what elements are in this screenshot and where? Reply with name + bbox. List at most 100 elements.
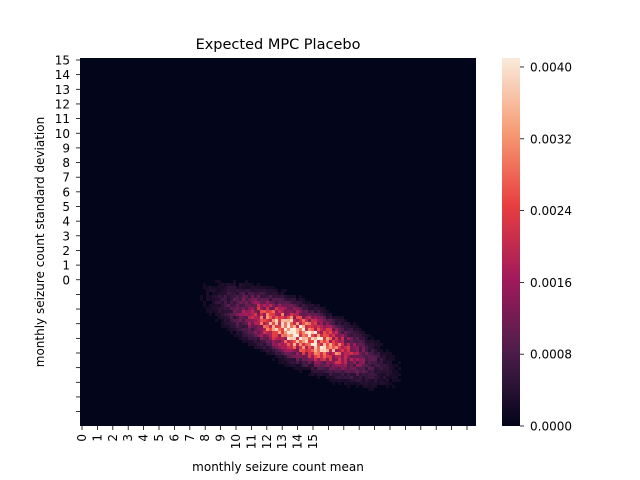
- heatmap-cell: [353, 340, 356, 343]
- heatmap-cell: [281, 292, 284, 295]
- heatmap-cell: [296, 310, 299, 313]
- heatmap-cell: [242, 316, 245, 319]
- heatmap-cell: [389, 364, 392, 367]
- heatmap-cell: [368, 370, 371, 373]
- heatmap-cell: [266, 286, 269, 289]
- heatmap-cell: [293, 364, 296, 367]
- heatmap-cell: [251, 286, 254, 289]
- heatmap-cell: [359, 346, 362, 349]
- x-tick-label: 4: [137, 434, 151, 442]
- heatmap-cell: [293, 331, 296, 334]
- heatmap-cell: [248, 301, 251, 304]
- heatmap-cell: [317, 370, 320, 373]
- x-tick-label: 13: [275, 434, 289, 449]
- heatmap-cell: [272, 337, 275, 340]
- heatmap-cell: [347, 328, 350, 331]
- heatmap-cell: [389, 382, 392, 385]
- heatmap-cell: [332, 316, 335, 319]
- heatmap-cell: [398, 379, 401, 382]
- heatmap-cell: [272, 298, 275, 301]
- heatmap-cell: [377, 361, 380, 364]
- heatmap-cell: [311, 316, 314, 319]
- heatmap-cell: [371, 373, 374, 376]
- heatmap-cell: [212, 295, 215, 298]
- heatmap-cell: [233, 280, 236, 283]
- heatmap-cell: [356, 340, 359, 343]
- heatmap-cell: [344, 340, 347, 343]
- heatmap-cell: [296, 328, 299, 331]
- heatmap-cell: [281, 340, 284, 343]
- heatmap-cell: [362, 352, 365, 355]
- heatmap-cell: [296, 301, 299, 304]
- heatmap-cell: [269, 319, 272, 322]
- heatmap-cell: [266, 349, 269, 352]
- heatmap-cell: [224, 289, 227, 292]
- heatmap-cell: [284, 304, 287, 307]
- heatmap-cell: [275, 307, 278, 310]
- heatmap-cell: [299, 343, 302, 346]
- heatmap-cell: [338, 325, 341, 328]
- heatmap-cell: [305, 346, 308, 349]
- heatmap-cell: [239, 325, 242, 328]
- heatmap-cell: [365, 382, 368, 385]
- heatmap-cell: [332, 361, 335, 364]
- heatmap-cell: [356, 346, 359, 349]
- heatmap-cell: [254, 319, 257, 322]
- heatmap-cell: [314, 334, 317, 337]
- heatmap-cell: [233, 298, 236, 301]
- heatmap-cell: [254, 343, 257, 346]
- heatmap-cell: [224, 313, 227, 316]
- heatmap-cell: [320, 355, 323, 358]
- heatmap-cell: [320, 367, 323, 370]
- heatmap-cell: [317, 334, 320, 337]
- heatmap-cell: [350, 334, 353, 337]
- heatmap-cell: [257, 295, 260, 298]
- heatmap-cell: [293, 298, 296, 301]
- heatmap-cell: [215, 304, 218, 307]
- heatmap-cell: [281, 355, 284, 358]
- heatmap-cell: [305, 310, 308, 313]
- heatmap-cell: [308, 355, 311, 358]
- heatmap-cell: [242, 337, 245, 340]
- heatmap-cell: [383, 373, 386, 376]
- heatmap-cell: [245, 280, 248, 283]
- heatmap-cell: [287, 334, 290, 337]
- heatmap-cell: [353, 358, 356, 361]
- heatmap-cell: [371, 346, 374, 349]
- heatmap-cell: [221, 313, 224, 316]
- heatmap-cell: [263, 322, 266, 325]
- heatmap-cell: [341, 367, 344, 370]
- heatmap-cell: [209, 295, 212, 298]
- heatmap-cell: [290, 331, 293, 334]
- heatmap-cell: [335, 367, 338, 370]
- heatmap-cell: [239, 289, 242, 292]
- heatmap-cell: [254, 289, 257, 292]
- heatmap-cell: [314, 304, 317, 307]
- heatmap-cell: [257, 325, 260, 328]
- heatmap-cell: [329, 352, 332, 355]
- heatmap-cell: [278, 295, 281, 298]
- y-tick-label: 11: [55, 112, 70, 126]
- heatmap-cell: [242, 298, 245, 301]
- x-tick-label: 6: [167, 434, 181, 442]
- heatmap-cell: [386, 367, 389, 370]
- heatmap-cell: [311, 307, 314, 310]
- heatmap-cell: [254, 328, 257, 331]
- heatmap-cell: [341, 373, 344, 376]
- heatmap-cell: [209, 304, 212, 307]
- heatmap-cell: [389, 367, 392, 370]
- heatmap-cell: [293, 367, 296, 370]
- heatmap-cell: [269, 352, 272, 355]
- heatmap-cell: [389, 361, 392, 364]
- heatmap-cell: [341, 352, 344, 355]
- heatmap-cell: [374, 364, 377, 367]
- heatmap-cell: [254, 331, 257, 334]
- heatmap-cell: [251, 313, 254, 316]
- heatmap-cell: [353, 343, 356, 346]
- heatmap-cell: [323, 361, 326, 364]
- heatmap-cell: [293, 304, 296, 307]
- heatmap-cell: [296, 331, 299, 334]
- heatmap-cell: [263, 325, 266, 328]
- heatmap-cell: [308, 307, 311, 310]
- heatmap-cell: [356, 361, 359, 364]
